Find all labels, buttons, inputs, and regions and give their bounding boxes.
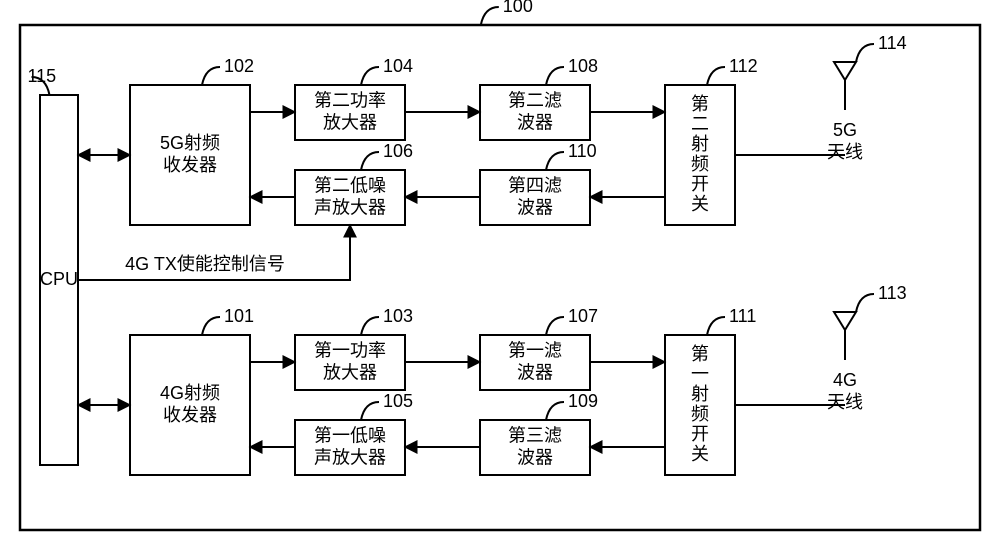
label-line: 5G bbox=[833, 120, 857, 140]
label-line: 第四滤 bbox=[508, 175, 562, 195]
leader-line bbox=[546, 67, 564, 85]
leader-line bbox=[546, 152, 564, 170]
label-line: 第一低噪 bbox=[314, 425, 386, 445]
label-line: 5G射频 bbox=[160, 133, 220, 153]
ref-number: 112 bbox=[729, 56, 758, 76]
leader-line bbox=[546, 317, 564, 335]
label-sw1: 第一射频开关 bbox=[691, 344, 709, 464]
label-line: CPU bbox=[40, 269, 78, 289]
label-line: 第 bbox=[691, 344, 709, 364]
label-line: 开 bbox=[691, 424, 709, 444]
label-line: 收发器 bbox=[163, 155, 217, 175]
ref-number: 113 bbox=[878, 283, 907, 303]
ref-number: 104 bbox=[383, 56, 413, 76]
label-line: 放大器 bbox=[323, 112, 377, 132]
ctrl-signal-label: 4G TX使能控制信号 bbox=[125, 254, 285, 274]
label-line: 4G bbox=[833, 370, 857, 390]
label-line: 波器 bbox=[517, 197, 553, 217]
block-diagram: 100CPU1155G射频收发器1024G射频收发器101第二功率放大器104第… bbox=[0, 0, 1000, 549]
ref-number: 110 bbox=[568, 141, 597, 161]
leader-line bbox=[361, 317, 379, 335]
label-line: 第三滤 bbox=[508, 425, 562, 445]
ref-number: 103 bbox=[383, 306, 413, 326]
label-line: 声放大器 bbox=[314, 447, 386, 467]
ref-number: 115 bbox=[28, 66, 57, 86]
label-line: 射 bbox=[691, 134, 709, 154]
label-line: 波器 bbox=[517, 112, 553, 132]
leader-line bbox=[856, 294, 874, 312]
leader-line bbox=[361, 402, 379, 420]
label-sw2: 第二射频开关 bbox=[691, 94, 709, 214]
label-line: 第二功率 bbox=[314, 90, 386, 110]
leader-line bbox=[481, 7, 499, 25]
ref-number: 111 bbox=[729, 306, 756, 326]
label-line: 波器 bbox=[517, 447, 553, 467]
label-line: 第二低噪 bbox=[314, 175, 386, 195]
antenna-icon bbox=[834, 62, 856, 80]
ref-number: 102 bbox=[224, 56, 254, 76]
leader-line bbox=[707, 317, 725, 335]
label-line: 二 bbox=[691, 114, 709, 134]
leader-line bbox=[361, 67, 379, 85]
label-line: 开 bbox=[691, 174, 709, 194]
label-line: 第一功率 bbox=[314, 340, 386, 360]
label-line: 射 bbox=[691, 384, 709, 404]
label-line: 4G射频 bbox=[160, 383, 220, 403]
label-line: 放大器 bbox=[323, 362, 377, 382]
leader-line bbox=[707, 67, 725, 85]
label-line: 声放大器 bbox=[314, 197, 386, 217]
ref-number: 108 bbox=[568, 56, 598, 76]
ref-number: 107 bbox=[568, 306, 598, 326]
leader-line bbox=[202, 67, 220, 85]
label-line: 一 bbox=[691, 364, 709, 384]
ref-number: 105 bbox=[383, 391, 413, 411]
antenna-icon bbox=[834, 312, 856, 330]
leader-line bbox=[856, 44, 874, 62]
ref-number: 106 bbox=[383, 141, 413, 161]
label-line: 收发器 bbox=[163, 405, 217, 425]
label-line: 第二滤 bbox=[508, 90, 562, 110]
label-line: 波器 bbox=[517, 362, 553, 382]
label-line: 第 bbox=[691, 94, 709, 114]
label-line: 第一滤 bbox=[508, 340, 562, 360]
ref-number: 109 bbox=[568, 391, 598, 411]
ref-number: 100 bbox=[503, 0, 533, 16]
label-cpu: CPU bbox=[40, 269, 78, 289]
label-line: 频 bbox=[691, 404, 709, 424]
leader-line bbox=[546, 402, 564, 420]
label-line: 关 bbox=[691, 444, 709, 464]
leader-line bbox=[202, 317, 220, 335]
label-line: 频 bbox=[691, 154, 709, 174]
label-line: 关 bbox=[691, 194, 709, 214]
ref-number: 114 bbox=[878, 33, 907, 53]
leader-line bbox=[361, 152, 379, 170]
label-line: 天线 bbox=[827, 142, 863, 162]
label-line: 天线 bbox=[827, 392, 863, 412]
ref-number: 101 bbox=[224, 306, 254, 326]
